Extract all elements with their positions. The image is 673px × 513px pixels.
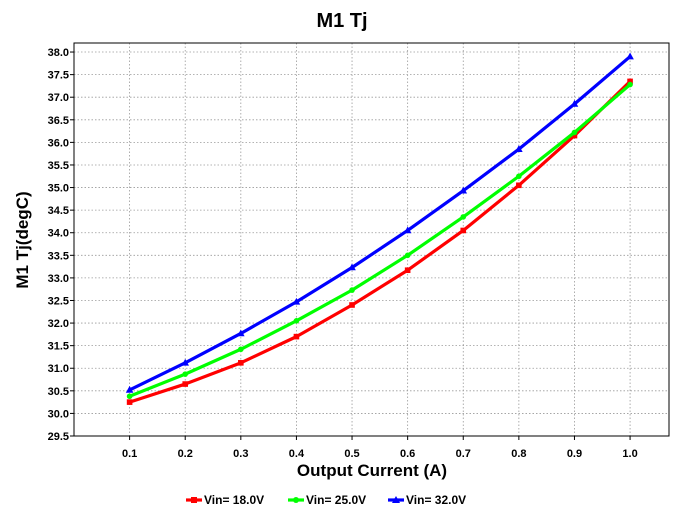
- data-point: [460, 227, 467, 234]
- data-point: [293, 318, 300, 324]
- y-tick-label: 37.0: [48, 92, 69, 104]
- data-point: [237, 329, 245, 337]
- y-tick-label: 34.0: [48, 228, 69, 240]
- data-point: [238, 360, 244, 366]
- data-point: [459, 186, 468, 194]
- data-point: [516, 182, 522, 189]
- y-tick-label: 32.5: [48, 295, 69, 307]
- series-line: [128, 55, 632, 392]
- y-tick-label: 34.5: [48, 205, 69, 217]
- data-point: [348, 263, 356, 271]
- y-tick-label: 38.0: [48, 47, 69, 59]
- data-point: [293, 333, 300, 340]
- legend-marker: [392, 496, 400, 503]
- series-3: [125, 52, 634, 393]
- data-point: [182, 371, 189, 377]
- y-tick-label: 30.5: [48, 386, 69, 398]
- data-point: [570, 99, 579, 107]
- y-tick-label: 30.0: [48, 408, 69, 420]
- data-point: [627, 78, 633, 85]
- y-tick-label: 31.5: [48, 341, 69, 353]
- data-point: [627, 81, 633, 88]
- x-tick-label: 0.8: [511, 448, 526, 460]
- data-point: [125, 385, 134, 393]
- y-axis-label: M1 Tj(degC): [13, 191, 32, 288]
- x-tick-label: 0.5: [344, 448, 359, 460]
- legend: Vin= 18.0V Vin= 25.0V Vin= 32.0V: [186, 493, 466, 507]
- data-point: [126, 399, 133, 405]
- data-point: [238, 346, 244, 353]
- series-line: [129, 80, 632, 404]
- data-point: [404, 252, 411, 259]
- data-point: [403, 226, 412, 234]
- x-tick-label: 0.7: [456, 448, 471, 460]
- y-tick-label: 29.5: [48, 431, 69, 443]
- series-line: [129, 83, 632, 398]
- data-point: [181, 358, 190, 366]
- legend-label: Vin= 18.0V: [204, 493, 264, 507]
- data-point: [349, 302, 355, 308]
- legend-marker: [191, 497, 197, 503]
- chart-title: M1 Tj: [316, 10, 367, 32]
- plot-area-frame: [73, 42, 670, 437]
- x-tick-label: 0.2: [178, 448, 193, 460]
- series-2: [126, 81, 633, 400]
- data-point: [571, 129, 578, 136]
- x-tick-label: 0.9: [567, 448, 582, 460]
- y-tick-label: 36.5: [48, 115, 69, 127]
- x-tick-label: 0.3: [233, 448, 248, 460]
- y-tick-label: 33.5: [48, 250, 69, 262]
- data-point: [460, 214, 467, 220]
- legend-label: Vin= 25.0V: [306, 493, 366, 507]
- y-tick-label: 31.0: [48, 363, 69, 375]
- data-point: [571, 132, 578, 139]
- y-tick-label: 36.0: [48, 137, 69, 149]
- x-tick-label: 0.6: [400, 448, 415, 460]
- data-point: [126, 393, 133, 400]
- legend-entry-2: Vin= 25.0V: [288, 493, 366, 507]
- x-tick-label: 1.0: [622, 448, 637, 460]
- data-point: [182, 381, 189, 387]
- y-tick-label: 37.5: [48, 70, 69, 82]
- data-point: [626, 52, 634, 60]
- legend-marker: [293, 497, 299, 503]
- y-tick-label: 32.0: [48, 318, 69, 330]
- series-layer: [125, 52, 634, 405]
- y-axis-ticks: 29.5 30.0 30.5 31.0 31.5 32.0 32.5 33.0 33.5 34.0…: [48, 47, 74, 443]
- x-axis-label: Output Current (A): [297, 461, 447, 480]
- legend-entry-1: Vin= 18.0V: [186, 493, 264, 507]
- y-tick-label: 33.0: [48, 273, 69, 285]
- x-axis-ticks: 0.1 0.2 0.3 0.4 0.5 0.6 0.7 0.8 0.9 1.0: [122, 436, 638, 460]
- y-tick-label: 35.0: [48, 183, 69, 195]
- data-point: [349, 287, 355, 293]
- legend-label: Vin= 32.0V: [406, 493, 466, 507]
- legend-entry-3: Vin= 32.0V: [388, 493, 466, 507]
- data-point: [292, 297, 301, 305]
- y-tick-label: 35.5: [48, 160, 69, 172]
- data-point: [516, 173, 522, 180]
- data-point: [404, 267, 411, 274]
- data-point: [515, 145, 523, 152]
- x-tick-label: 0.1: [122, 448, 137, 460]
- x-tick-label: 0.4: [289, 448, 305, 460]
- series-1: [126, 78, 633, 405]
